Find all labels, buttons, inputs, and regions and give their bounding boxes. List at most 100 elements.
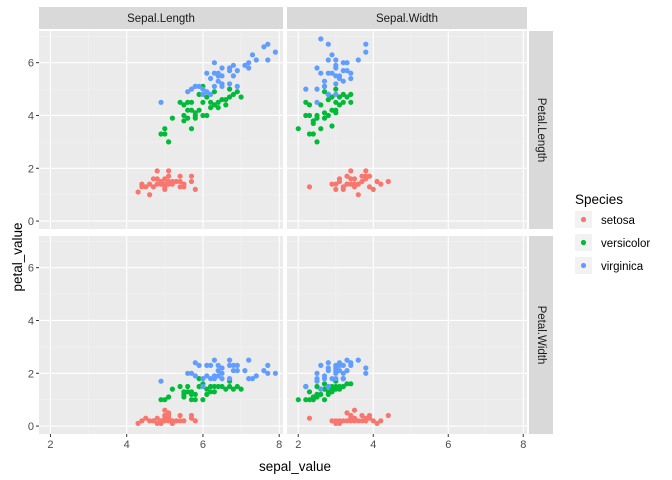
data-point (366, 415, 373, 421)
data-point (185, 383, 191, 390)
data-point (359, 418, 365, 424)
data-point (185, 89, 191, 95)
data-point (230, 73, 236, 79)
data-point (166, 139, 172, 145)
data-point (351, 407, 358, 413)
data-point (355, 57, 361, 63)
data-point (188, 107, 195, 113)
data-point (303, 383, 309, 390)
data-point (344, 418, 350, 424)
data-point (200, 376, 206, 382)
data-point (318, 102, 324, 108)
series-setosa (135, 168, 198, 198)
data-point (208, 383, 214, 390)
data-point (188, 99, 195, 105)
data-point (162, 176, 168, 182)
data-point (348, 181, 354, 187)
data-point (227, 86, 233, 92)
data-point (321, 110, 328, 116)
data-point (363, 168, 369, 174)
data-point (348, 99, 354, 105)
data-point (340, 99, 346, 105)
data-point (211, 357, 217, 363)
minor-gridlines (287, 31, 527, 229)
facet-strip-col-label: Sepal.Width (376, 13, 438, 25)
data-point (385, 412, 391, 419)
data-point (355, 357, 361, 363)
legend-item: virginica (575, 257, 644, 274)
data-point (310, 120, 316, 126)
data-point (333, 81, 339, 87)
data-point (234, 383, 240, 390)
data-point (325, 112, 331, 119)
data-point (192, 397, 198, 403)
data-point (230, 368, 236, 374)
data-point (181, 184, 187, 190)
y-tick-label: 0 (28, 421, 34, 433)
data-point (215, 78, 221, 84)
data-point (385, 178, 391, 185)
data-point (219, 370, 225, 376)
data-point (154, 181, 160, 187)
x-tick-label: 6 (445, 439, 451, 451)
data-point (333, 365, 339, 371)
data-point (169, 181, 175, 187)
x-axis-title: sepal_value (259, 459, 331, 474)
data-point (249, 376, 256, 382)
data-point (246, 60, 252, 66)
data-point (223, 97, 229, 103)
data-point (325, 41, 331, 47)
facet-panel (287, 236, 527, 434)
data-point (321, 78, 328, 84)
data-point (340, 60, 346, 66)
panels-layer: Sepal.Length Sepal.Width Petal.Length Petal… (39, 7, 553, 434)
data-point (192, 373, 198, 379)
facet-strip-col-label: Sepal.Length (127, 13, 195, 25)
data-point (185, 389, 191, 395)
data-point (215, 99, 221, 105)
data-point (204, 391, 210, 397)
data-point (378, 181, 384, 187)
series-virginica (158, 41, 278, 105)
data-point (314, 378, 320, 384)
legend-item: setosa (575, 211, 635, 228)
data-point (177, 383, 183, 390)
data-point (333, 65, 339, 71)
series-versicolor (158, 83, 244, 145)
minor-gridlines (39, 31, 283, 229)
data-point (265, 41, 271, 47)
series-virginica (303, 357, 369, 392)
data-point (314, 139, 320, 145)
data-point (333, 376, 339, 382)
data-point (344, 68, 350, 74)
data-point (200, 383, 206, 390)
data-point (200, 91, 206, 97)
data-point (169, 418, 175, 424)
data-point (253, 57, 259, 63)
data-point (177, 99, 183, 105)
data-point (166, 168, 172, 174)
data-point (230, 386, 236, 392)
data-point (158, 131, 164, 137)
data-point (230, 362, 236, 368)
data-point (135, 420, 141, 426)
data-point (359, 173, 365, 179)
data-point (303, 112, 309, 119)
data-point (219, 365, 225, 371)
data-point (378, 418, 384, 424)
x-tick-label: 2 (295, 439, 301, 451)
data-point (166, 410, 172, 416)
data-point (188, 173, 195, 179)
data-point (314, 370, 320, 376)
legend-swatch (580, 262, 587, 269)
data-point (336, 176, 343, 182)
data-point (321, 115, 328, 121)
data-point (177, 412, 183, 419)
data-point (208, 362, 214, 368)
data-point (355, 192, 361, 198)
data-point (363, 365, 369, 371)
data-point (196, 91, 202, 97)
data-point (147, 418, 153, 424)
data-point (162, 407, 168, 413)
data-point (219, 65, 225, 71)
